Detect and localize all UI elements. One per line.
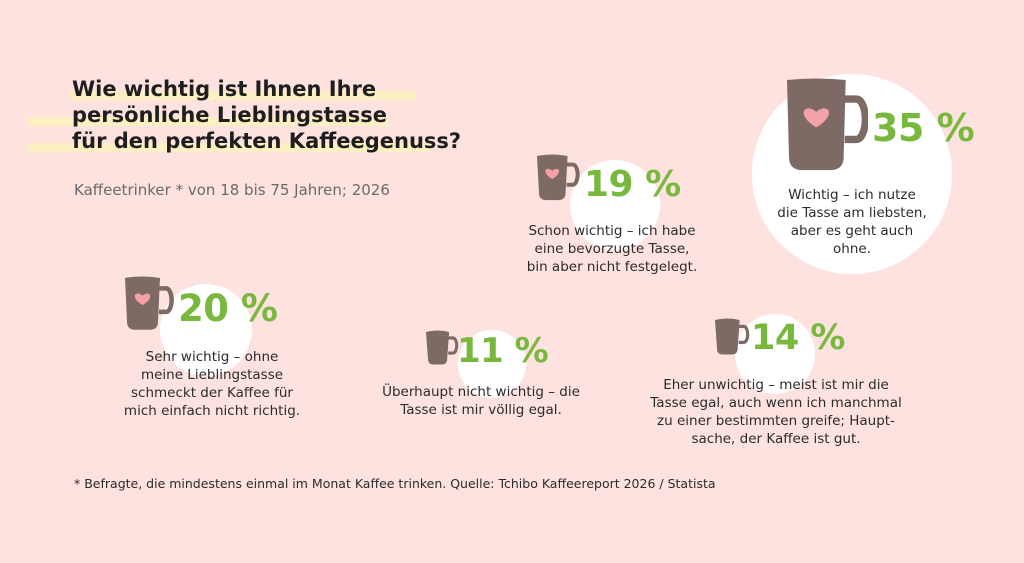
heart-icon <box>545 168 560 180</box>
heart-icon <box>803 108 829 128</box>
category-label-schon-wichtig: Schon wichtig – ich habe eine bevorzugte… <box>526 223 698 275</box>
mug-handle <box>448 336 459 355</box>
title-line-3: für den perfekten Kaffeegenuss? <box>28 128 461 154</box>
value-label-35: 35 % <box>872 106 975 150</box>
value-label-19: 19 % <box>584 164 681 205</box>
coffee-mug-icon <box>787 78 868 171</box>
coffee-mug-icon <box>537 154 580 201</box>
value-label-11: 11 % <box>457 331 549 371</box>
value-label-20: 20 % <box>178 287 278 330</box>
bubble-19 <box>570 160 660 250</box>
bubble-20 <box>160 284 252 376</box>
title-line-2: persönliche Lieblingstasse <box>28 102 461 128</box>
coffee-mug-icon <box>715 318 750 355</box>
coffee-mug-icon <box>426 330 459 365</box>
mug-handle <box>159 286 174 315</box>
footnote-source: * Befragte, die mindestens einmal im Mon… <box>74 476 716 491</box>
category-label-sehr-wichtig: Sehr wichtig – ohne meine Lieblingstasse… <box>123 349 301 419</box>
chart-title: Wie wichtig ist Ihnen Ihre persönliche L… <box>28 76 461 154</box>
category-label-eher-unwichtig: Eher unwichtig – meist ist mir die Tasse… <box>650 377 902 447</box>
mug-handle <box>844 95 868 144</box>
subtitle: Kaffeetrinker * von 18 bis 75 Jahren; 20… <box>74 181 390 199</box>
coffee-mug-icon <box>125 276 174 330</box>
title-line-1: Wie wichtig ist Ihnen Ihre <box>70 76 461 102</box>
mug-handle <box>566 162 580 187</box>
value-label-14: 14 % <box>751 318 845 358</box>
category-label-ueberhaupt-nicht-wichtig: Überhaupt nicht wichtig – die Tasse ist … <box>382 384 580 418</box>
mug-body <box>715 318 740 355</box>
category-label-wichtig: Wichtig – ich nutze die Tasse am liebste… <box>777 187 927 257</box>
bubble-14 <box>735 314 815 394</box>
heart-icon <box>134 293 151 306</box>
bubble-11 <box>458 330 526 398</box>
bubble-35 <box>752 74 952 274</box>
mug-handle <box>738 324 750 344</box>
mug-body <box>426 330 450 365</box>
